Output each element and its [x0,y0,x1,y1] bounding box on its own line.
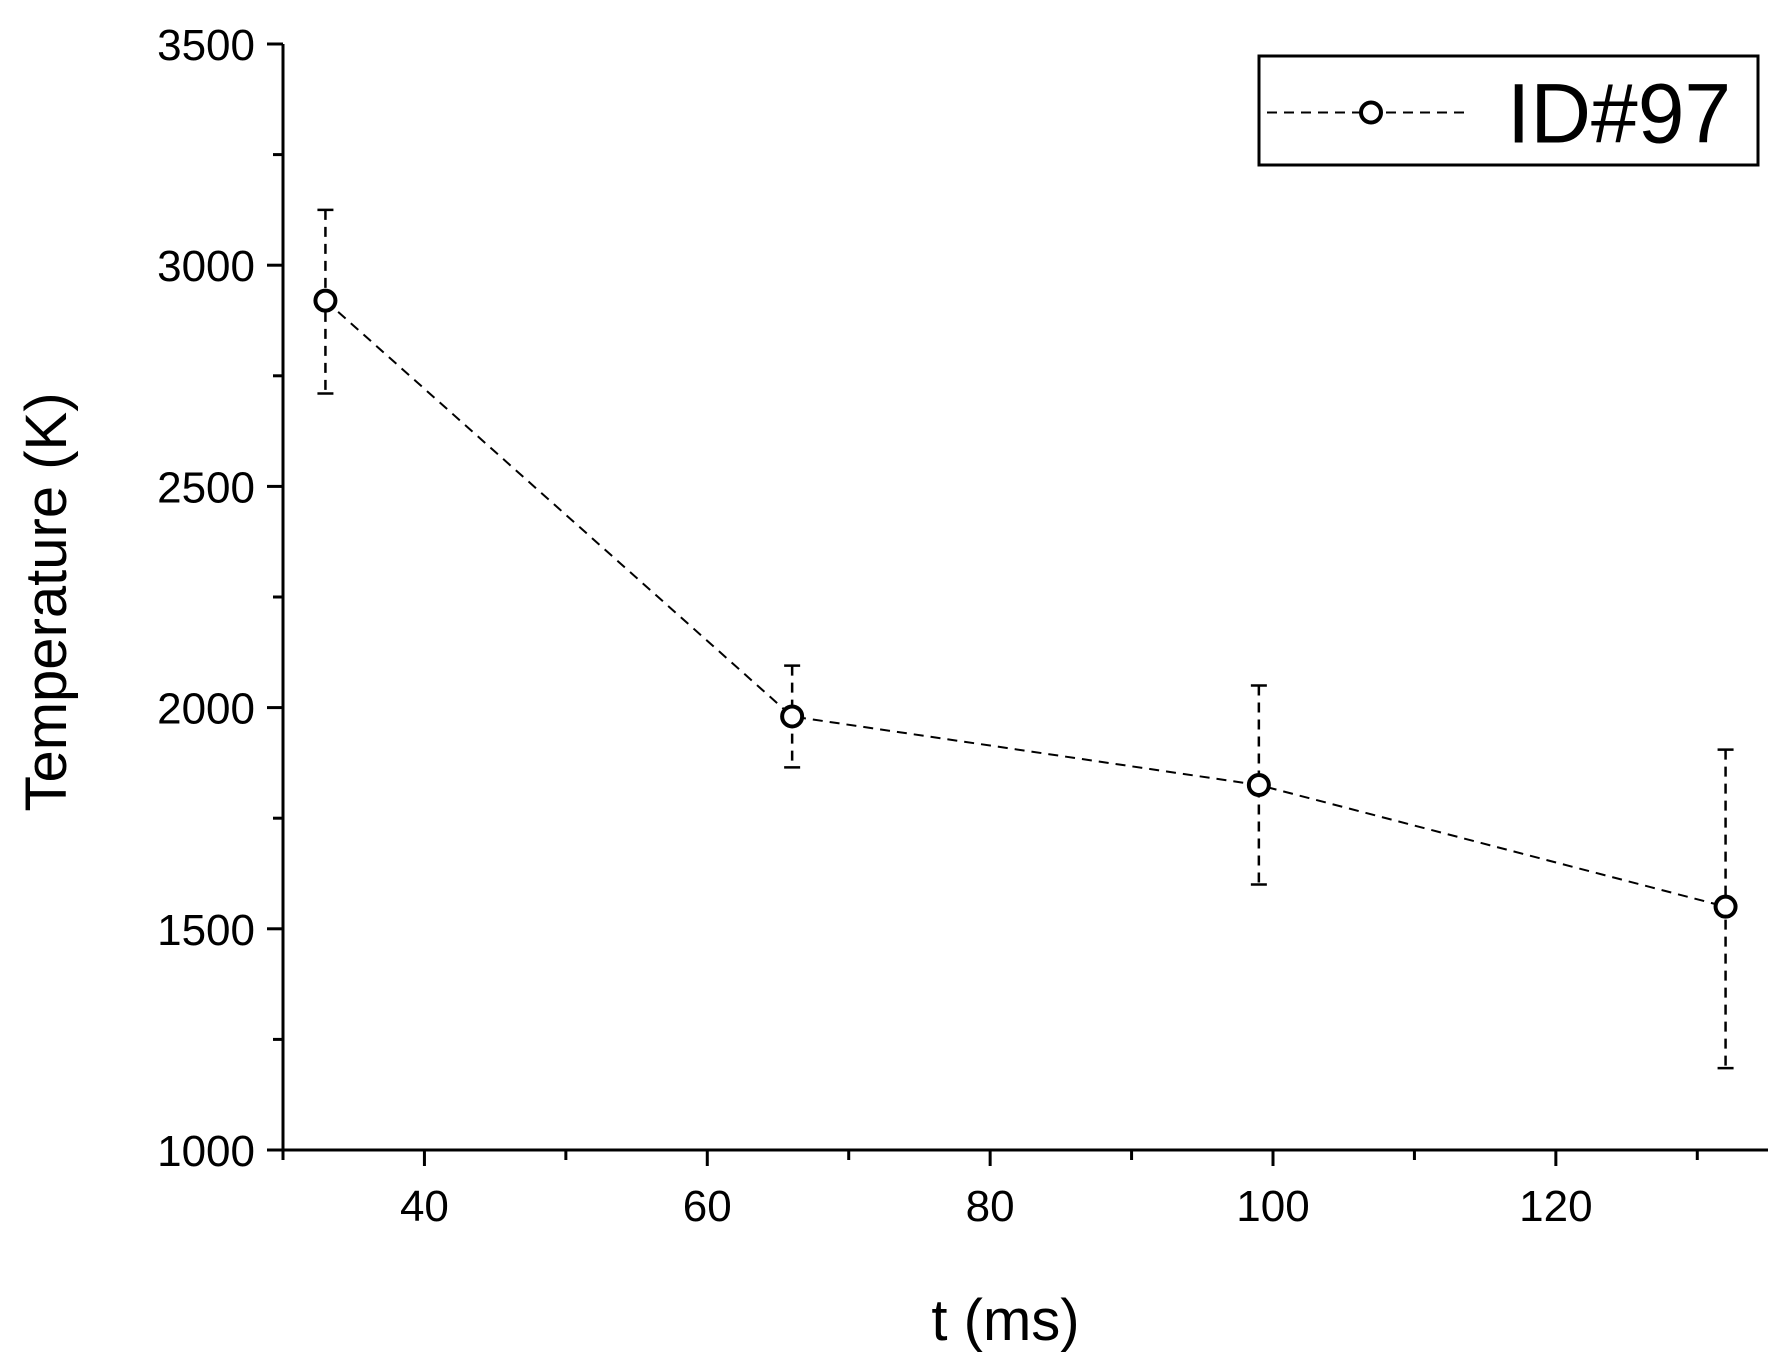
data-point [780,704,805,729]
y-tick-label: 3500 [157,21,255,70]
y-tick-label: 2000 [157,685,255,734]
tick-labels: 40 60 80 100 120 1000 1500 2000 2500 3000 3500 [157,21,1592,1231]
series-line [324,299,1726,908]
data-point [1246,773,1271,798]
ticks [267,42,1699,1166]
y-tick-label: 2500 [157,463,255,512]
y-tick-label: 3000 [157,242,255,291]
y-tick-label: 1500 [157,906,255,955]
x-tick-label: 60 [683,1182,732,1231]
x-tick-label: 100 [1236,1182,1309,1231]
y-tick-label: 1000 [157,1127,255,1176]
x-axis-title: t (ms) [931,1288,1079,1353]
legend-marker [1359,100,1383,125]
axes [281,44,1768,1152]
legend-box [1257,54,1760,167]
legend: ID#97 [1257,54,1760,167]
series [313,208,1738,1070]
x-tick-label: 80 [966,1182,1015,1231]
data-point [313,288,338,313]
legend-label: ID#97 [1507,67,1731,161]
x-tick-label: 120 [1519,1182,1592,1231]
y-axis-title: Temperature (K) [14,392,79,811]
data-point [1713,894,1738,919]
x-tick-label: 40 [400,1182,449,1231]
